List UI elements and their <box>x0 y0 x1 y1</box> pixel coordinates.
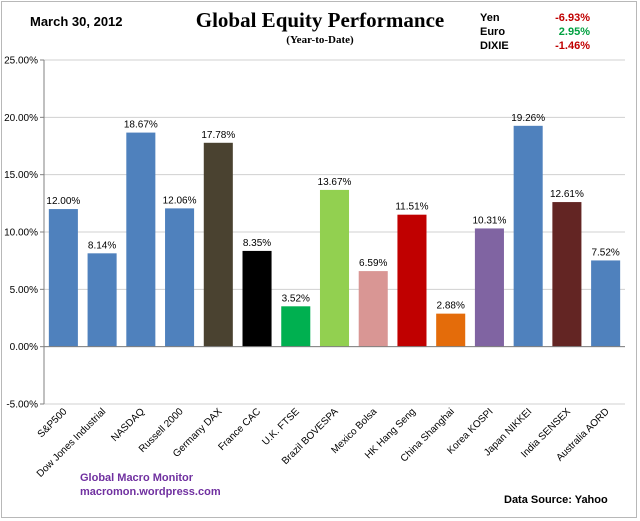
currency-row-euro: Euro 2.95% <box>480 26 590 40</box>
bar <box>203 142 233 347</box>
y-tick-label: 15.00% <box>4 170 38 181</box>
bar <box>87 253 117 347</box>
chart-subtitle: (Year-to-Date) <box>286 34 354 46</box>
bar <box>281 306 311 347</box>
x-tick-label: U.K. FTSE <box>260 406 302 448</box>
data-label: 17.78% <box>201 130 235 141</box>
data-label: 19.26% <box>511 113 545 124</box>
currency-name: Euro <box>480 26 506 38</box>
data-label: 11.51% <box>395 202 428 213</box>
data-label: 18.67% <box>124 120 158 131</box>
data-label: 3.52% <box>282 293 310 304</box>
data-label: 10.31% <box>472 215 506 226</box>
bar <box>513 125 543 347</box>
data-label: 8.14% <box>88 240 116 251</box>
bar <box>319 189 350 347</box>
data-label: 2.88% <box>437 301 465 312</box>
y-tick-label: 0.00% <box>10 342 38 353</box>
bar <box>358 271 388 347</box>
chart-date: March 30, 2012 <box>30 14 123 29</box>
currency-name: Yen <box>480 12 500 24</box>
data-label: 12.00% <box>46 196 80 207</box>
x-tick-label: NASDAQ <box>109 406 147 444</box>
currency-value: 2.95% <box>558 26 590 38</box>
currency-row-yen: Yen -6.93% <box>480 12 590 26</box>
currency-value: -6.93% <box>555 12 590 24</box>
x-tick-label: Dow Jones Industrial <box>35 406 108 479</box>
bar <box>474 228 504 347</box>
currency-panel: Yen -6.93% Euro 2.95% DIXIE -1.46% <box>480 12 590 54</box>
bar <box>436 313 466 347</box>
bar <box>242 250 272 347</box>
bar <box>552 202 582 347</box>
brand-name: Global Macro Monitor <box>80 472 194 484</box>
y-tick-label: 10.00% <box>4 228 38 239</box>
bar <box>165 208 195 347</box>
currency-row-dixie: DIXIE -1.46% <box>480 40 590 54</box>
y-tick-label: 25.00% <box>4 56 38 67</box>
data-label: 12.61% <box>550 189 584 200</box>
chart-title: Global Equity Performance <box>195 8 445 32</box>
bar <box>397 214 427 347</box>
data-label: 8.35% <box>243 238 271 249</box>
currency-value: -1.46% <box>555 40 590 52</box>
brand-block: Global Macro Monitor macromon.wordpress.… <box>80 471 221 499</box>
currency-name: DIXIE <box>480 40 509 52</box>
data-label: 7.52% <box>591 247 619 258</box>
bar <box>48 209 78 347</box>
data-source: Data Source: Yahoo <box>504 494 608 506</box>
x-tick-label: S&P500 <box>36 406 70 440</box>
y-tick-label: 5.00% <box>10 285 38 296</box>
y-tick-label: -5.00% <box>6 400 38 411</box>
brand-url: macromon.wordpress.com <box>80 486 221 498</box>
bar <box>126 132 156 347</box>
bar <box>591 260 621 347</box>
y-tick-label: 20.00% <box>4 113 38 124</box>
data-label: 6.59% <box>359 258 387 269</box>
data-label: 13.67% <box>318 177 352 188</box>
data-label: 12.06% <box>163 195 197 206</box>
